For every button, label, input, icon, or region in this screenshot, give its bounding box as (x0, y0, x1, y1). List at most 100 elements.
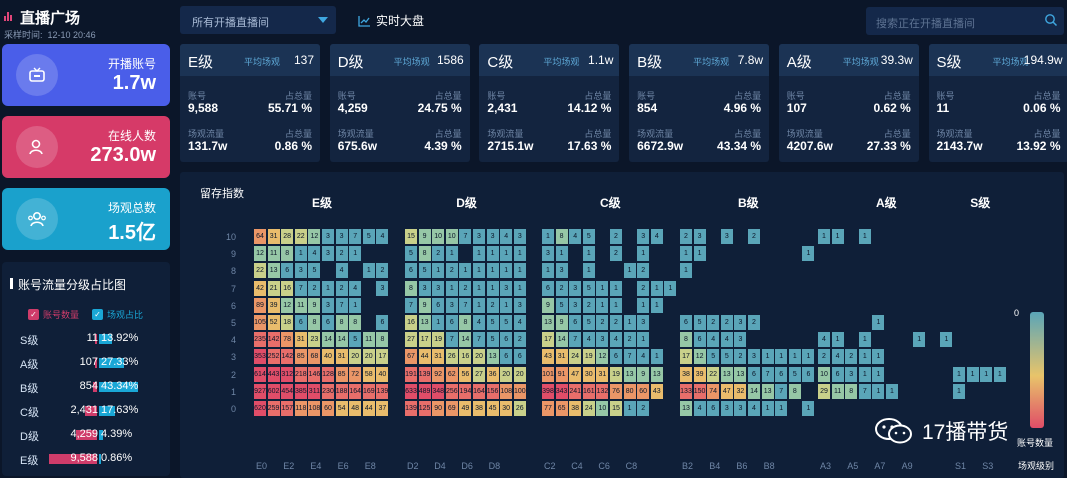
heatmap-cell[interactable]: 1 (953, 366, 965, 382)
heatmap-cell[interactable]: 4 (650, 229, 663, 244)
heatmap-cell[interactable]: 7 (294, 280, 307, 296)
heatmap-cell[interactable]: 4 (335, 263, 348, 279)
heatmap-cell[interactable]: 12 (281, 297, 294, 313)
heatmap-cell[interactable]: 11 (362, 332, 375, 348)
heatmap-cell[interactable]: 8 (405, 280, 417, 296)
heatmap-cell[interactable]: 1 (886, 383, 898, 399)
heatmap-cell[interactable]: 1 (459, 263, 472, 279)
heatmap-cell[interactable]: 31 (555, 349, 568, 365)
heatmap-cell[interactable]: 5 (486, 315, 499, 330)
heatmap-cell[interactable]: 4 (376, 229, 389, 244)
heatmap-cell[interactable]: 14 (335, 332, 348, 348)
heatmap-cell[interactable]: 1 (610, 297, 622, 313)
heatmap-cell[interactable]: 91 (555, 366, 568, 382)
heatmap-cell[interactable]: 4 (569, 229, 582, 244)
heatmap-cell[interactable]: 5 (486, 332, 499, 348)
heatmap-cell[interactable]: 1 (582, 263, 595, 279)
heatmap-cell[interactable]: 7 (405, 297, 417, 313)
heatmap-cell[interactable]: 4 (693, 401, 706, 416)
heatmap-cell[interactable]: 4 (610, 332, 622, 348)
heatmap-cell[interactable]: 3 (335, 229, 348, 244)
heatmap-cell[interactable]: 45 (486, 401, 499, 416)
heatmap-cell[interactable]: 77 (542, 401, 554, 416)
heatmap-cell[interactable]: 39 (693, 366, 706, 382)
heatmap-cell[interactable]: 3 (845, 366, 858, 382)
heatmap-cell[interactable]: 385 (294, 383, 307, 399)
heatmap-cell[interactable]: 4 (500, 229, 513, 244)
heatmap-cell[interactable]: 3 (734, 401, 747, 416)
heatmap-cell[interactable]: 7 (623, 349, 636, 365)
heatmap-cell[interactable]: 1 (623, 315, 636, 330)
heatmap-cell[interactable]: 108 (308, 401, 321, 416)
heatmap-cell[interactable]: 7 (459, 229, 472, 244)
heatmap-cell[interactable]: 1 (831, 229, 844, 244)
heatmap-cell[interactable]: 49 (459, 401, 472, 416)
heatmap-cell[interactable]: 5 (582, 315, 595, 330)
heatmap-cell[interactable]: 1 (486, 280, 499, 296)
heatmap-cell[interactable]: 1 (802, 349, 815, 365)
heatmap-cell[interactable]: 1 (349, 297, 362, 313)
heatmap-cell[interactable]: 13 (761, 383, 774, 399)
heatmap-cell[interactable]: 5 (582, 280, 595, 296)
heatmap-cell[interactable]: 118 (294, 401, 307, 416)
heatmap-cell[interactable]: 1 (858, 349, 871, 365)
heatmap-cell[interactable]: 1 (473, 280, 485, 296)
heatmap-cell[interactable]: 602 (267, 383, 280, 399)
heatmap-cell[interactable]: 1 (637, 297, 650, 313)
heatmap-cell[interactable]: 19 (432, 332, 445, 348)
heatmap-cell[interactable]: 100 (513, 383, 526, 399)
heatmap-cell[interactable]: 5 (693, 315, 706, 330)
heatmap-cell[interactable]: 17 (680, 349, 692, 365)
heatmap-cell[interactable]: 14 (459, 332, 472, 348)
heatmap-cell[interactable]: 13 (267, 263, 280, 279)
heatmap-cell[interactable]: 13 (486, 349, 499, 365)
heatmap-cell[interactable]: 4 (720, 332, 733, 348)
heatmap-cell[interactable]: 4 (748, 401, 760, 416)
kpi-online-users[interactable]: 在线人数 273.0w (2, 116, 170, 178)
heatmap-cell[interactable]: 16 (405, 315, 417, 330)
heatmap-cell[interactable]: 164 (473, 383, 485, 399)
heatmap-cell[interactable]: 42 (254, 280, 266, 296)
heatmap-cell[interactable]: 37 (376, 401, 389, 416)
heatmap-cell[interactable]: 64 (254, 229, 266, 244)
heatmap-cell[interactable]: 1 (362, 263, 375, 279)
search-icon[interactable] (1044, 13, 1058, 27)
heatmap-cell[interactable]: 10 (818, 366, 830, 382)
heatmap-cell[interactable]: 6 (500, 332, 513, 348)
heatmap-cell[interactable]: 1 (596, 297, 609, 313)
heatmap-cell[interactable]: 4 (513, 315, 526, 330)
heatmap-cell[interactable]: 7 (459, 297, 472, 313)
heatmap-cell[interactable]: 24 (582, 401, 595, 416)
heatmap-cell[interactable]: 633 (405, 383, 417, 399)
heatmap-cell[interactable]: 17 (376, 349, 389, 365)
heatmap-cell[interactable]: 17 (418, 332, 431, 348)
heatmap-cell[interactable]: 1 (473, 263, 485, 279)
heatmap-cell[interactable]: 23 (308, 332, 321, 348)
heatmap-cell[interactable]: 3 (637, 315, 650, 330)
heatmap-cell[interactable]: 80 (623, 383, 636, 399)
heatmap-cell[interactable]: 6 (831, 366, 844, 382)
search-input[interactable]: 搜索正在开播直播间 (866, 7, 1064, 35)
heatmap-cell[interactable]: 6 (748, 366, 760, 382)
heatmap-cell[interactable]: 1 (650, 349, 663, 365)
heatmap-cell[interactable]: 132 (596, 383, 609, 399)
grade-card[interactable]: E级 平均场观 137 账号 占总量 9,588 55.71 % 场观流量 占总量 131.7w 0… (180, 44, 320, 162)
heatmap-cell[interactable]: 6 (610, 349, 622, 365)
heatmap-cell[interactable]: 3 (322, 229, 334, 244)
heatmap-cell[interactable]: 2 (680, 229, 692, 244)
heatmap-cell[interactable]: 3 (432, 280, 445, 296)
heatmap-cell[interactable]: 6 (513, 349, 526, 365)
heatmap-cell[interactable]: 4 (349, 280, 362, 296)
heatmap-cell[interactable]: 188 (335, 383, 348, 399)
heatmap-cell[interactable]: 36 (486, 366, 499, 382)
heatmap-cell[interactable]: 1 (650, 280, 663, 296)
heatmap-cell[interactable]: 343 (555, 383, 568, 399)
heatmap-cell[interactable]: 105 (254, 315, 266, 330)
heatmap-cell[interactable]: 139 (418, 366, 431, 382)
heatmap-cell[interactable]: 1 (872, 383, 885, 399)
heatmap-cell[interactable]: 74 (707, 383, 720, 399)
heatmap-cell[interactable]: 3 (445, 297, 458, 313)
heatmap-cell[interactable]: 47 (569, 366, 582, 382)
heatmap-cell[interactable]: 1 (761, 401, 774, 416)
heatmap-cell[interactable]: 6 (693, 332, 706, 348)
